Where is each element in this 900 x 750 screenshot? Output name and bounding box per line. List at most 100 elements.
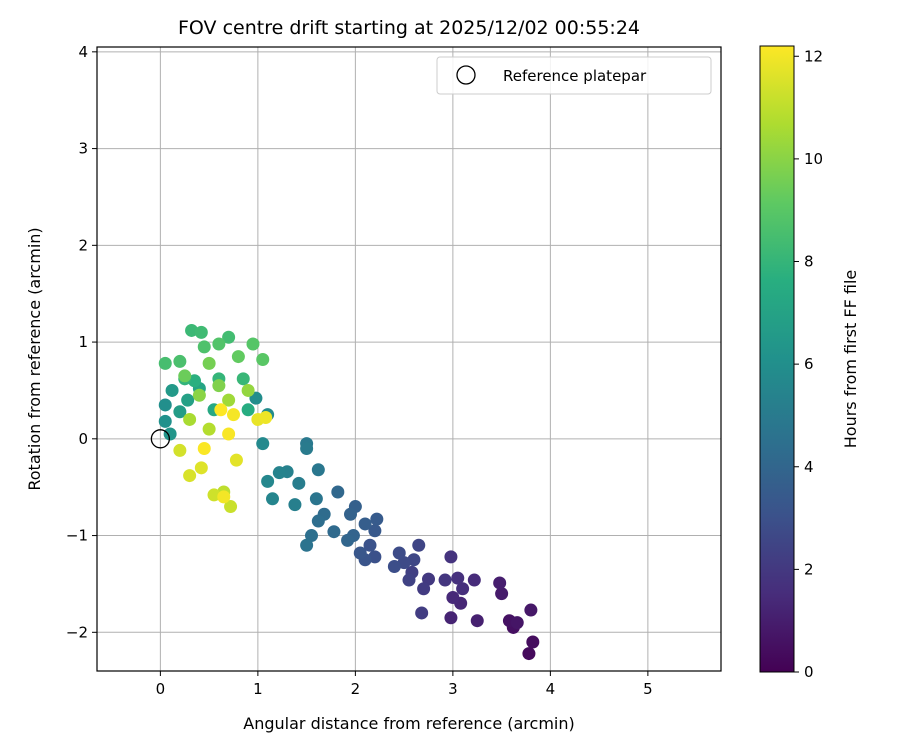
scatter-point	[194, 461, 208, 475]
y-tick-label: −2	[66, 623, 88, 641]
scatter-point	[259, 411, 273, 425]
scatter-point	[222, 330, 236, 344]
scatter-point	[197, 340, 211, 354]
scatter-point	[451, 571, 465, 585]
scatter-point	[241, 383, 255, 397]
y-tick-label: −1	[66, 527, 88, 545]
scatter-point	[231, 350, 245, 364]
scatter-point	[422, 572, 435, 586]
x-tick-label: 1	[253, 680, 263, 698]
scatter-point	[397, 556, 411, 570]
scatter-point	[495, 587, 509, 601]
scatter-point	[222, 393, 236, 407]
scatter-point	[192, 388, 206, 402]
scatter-point	[163, 427, 177, 441]
y-axis: −2 −1 0 1 2 3 4	[66, 43, 97, 641]
colorbar-label: Hours from first FF file	[841, 270, 860, 449]
colorbar-ticks: 0 2 4 6 8 10 12	[794, 47, 823, 681]
scatter-point	[292, 476, 306, 490]
scatter-point	[300, 538, 314, 552]
scatter-point	[344, 507, 357, 521]
y-tick-label: 3	[78, 140, 88, 158]
scatter-point	[236, 372, 250, 386]
scatter-point	[415, 606, 429, 620]
legend-box	[436, 56, 712, 95]
x-tick-label: 4	[546, 680, 556, 698]
scatter-point	[188, 374, 201, 388]
scatter-point	[178, 369, 192, 383]
scatter-point	[173, 405, 187, 419]
scatter-point	[158, 414, 172, 428]
scatter-point	[467, 573, 481, 587]
scatter-point	[212, 337, 226, 351]
scatter-point	[353, 546, 367, 560]
colorbar-tick-label: 0	[804, 663, 814, 681]
scatter-point	[407, 553, 421, 567]
scatter-point	[341, 533, 355, 547]
scatter-point	[493, 576, 507, 590]
grid-lines	[97, 47, 721, 671]
x-tick-label: 0	[156, 680, 166, 698]
scatter-point	[309, 492, 323, 506]
y-tick-label: 4	[78, 43, 88, 61]
x-tick-label: 3	[448, 680, 458, 698]
scatter-point	[331, 485, 345, 499]
scatter-point	[261, 474, 275, 488]
colorbar-tick-label: 6	[804, 355, 814, 373]
scatter-point	[202, 356, 216, 370]
scatter-point	[387, 560, 401, 574]
legend-reference-marker	[456, 65, 476, 85]
colorbar-tick-label: 4	[804, 458, 814, 476]
scatter-point	[444, 611, 458, 625]
colorbar: 0 2 4 6 8 10 12 Hours from first FF file	[759, 45, 860, 681]
scatter-point	[444, 550, 458, 564]
scatter-point	[173, 443, 187, 457]
scatter-point	[241, 403, 255, 417]
scatter-point	[197, 441, 211, 455]
colorbar-tick-label: 2	[804, 560, 814, 578]
scatter-point	[207, 488, 221, 502]
scatter-point	[446, 590, 460, 604]
legend: Reference platepar	[436, 56, 712, 95]
scatter-point	[363, 538, 377, 552]
y-tick-label: 1	[78, 333, 88, 351]
scatter-point	[165, 383, 179, 397]
legend-entry-reference: Reference platepar	[503, 67, 647, 85]
colorbar-tick-label: 10	[804, 150, 823, 168]
y-axis-label: Rotation from reference (arcmin)	[25, 227, 44, 490]
scatter-points	[158, 323, 540, 661]
scatter-point	[510, 616, 524, 630]
scatter-point	[181, 393, 195, 407]
scatter-point	[227, 408, 240, 422]
scatter-point	[456, 582, 470, 596]
scatter-point	[266, 492, 279, 506]
scatter-point	[300, 441, 314, 455]
scatter-point	[185, 323, 199, 337]
scatter-point	[311, 463, 325, 477]
y-tick-label: 2	[78, 236, 88, 254]
y-tick-label: 0	[78, 430, 88, 448]
scatter-point	[194, 325, 208, 339]
scatter-point	[417, 582, 431, 596]
scatter-point	[311, 514, 325, 528]
scatter-point	[217, 490, 231, 504]
scatter-point	[305, 529, 318, 543]
plot-frame	[96, 46, 722, 672]
scatter-point	[470, 614, 484, 628]
scatter-point	[173, 354, 187, 368]
scatter-point	[183, 469, 197, 483]
scatter-point	[288, 498, 302, 512]
scatter-point	[412, 538, 426, 552]
scatter-point	[202, 422, 216, 436]
scatter-point	[392, 546, 406, 560]
scatter-point	[526, 635, 540, 649]
chart-title: FOV centre drift starting at 2025/12/02 …	[178, 17, 640, 39]
scatter-point	[224, 500, 238, 514]
scatter-point	[402, 573, 416, 587]
scatter-point	[158, 356, 172, 370]
scatter-point	[256, 437, 270, 451]
scatter-point	[158, 398, 172, 412]
reference-platepar-marker	[150, 429, 171, 449]
scatter-point	[370, 512, 384, 526]
